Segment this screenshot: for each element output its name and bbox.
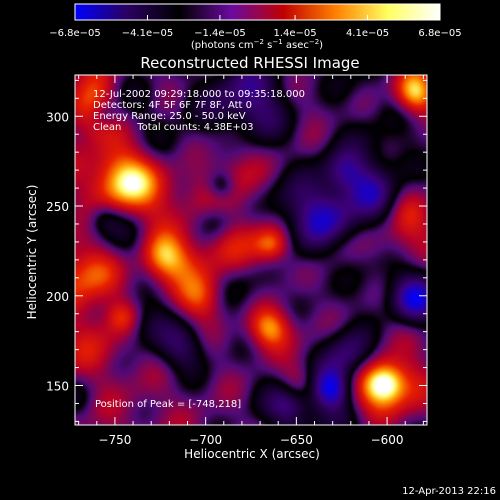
axis-ticks: −750 −700 −650 −600 150 200 250 300: [46, 75, 427, 447]
timestamp: 12-Apr-2013 22:16: [402, 486, 496, 497]
plot-frame: [74, 74, 428, 426]
y-tick-label: 200: [46, 290, 69, 304]
x-tick-label: −650: [280, 433, 313, 447]
colorbar-ticks: −6.8e−05 −4.1e−05 −1.4e−05 1.4e−05 4.1e−05 6.…: [49, 15, 462, 39]
colorbar-tick-label: −1.4e−05: [194, 28, 246, 39]
peak-position-label: Position of Peak = [-748,218]: [95, 399, 241, 410]
annotation-clean-counts: Clean Total counts: 4.38E+03: [93, 122, 253, 133]
x-tick-label: −700: [189, 433, 222, 447]
colorbar-tick-label: 1.4e−05: [273, 28, 316, 39]
colorbar-tick-label: 6.8e−05: [418, 28, 461, 39]
colorbar-units-label: (photons cm−2 s−1 asec−2): [191, 38, 323, 51]
x-tick-label: −600: [371, 433, 404, 447]
annotation-time-range: 12-Jul-2002 09:29:18.000 to 09:35:18.000: [93, 89, 305, 100]
y-tick-label: 300: [46, 110, 69, 124]
colorbar-tick-label: −6.8e−05: [49, 28, 101, 39]
annotation-detectors: Detectors: 4F 5F 6F 7F 8F, Att 0: [93, 100, 252, 111]
colorbar: [74, 3, 441, 21]
colorbar-tick-label: −4.1e−05: [122, 28, 174, 39]
x-tick-label: −750: [98, 433, 131, 447]
chart-title: Reconstructed RHESSI Image: [140, 54, 359, 72]
annotation-energy-range: Energy Range: 25.0 - 50.0 keV: [93, 111, 246, 122]
y-axis-label: Heliocentric Y (arcsec): [25, 185, 39, 320]
colorbar-tick-label: 4.1e−05: [346, 28, 389, 39]
y-tick-label: 250: [46, 200, 69, 214]
x-axis-label: Heliocentric X (arcsec): [184, 447, 320, 461]
y-tick-label: 150: [46, 380, 69, 394]
heatmap-image: [75, 75, 427, 425]
